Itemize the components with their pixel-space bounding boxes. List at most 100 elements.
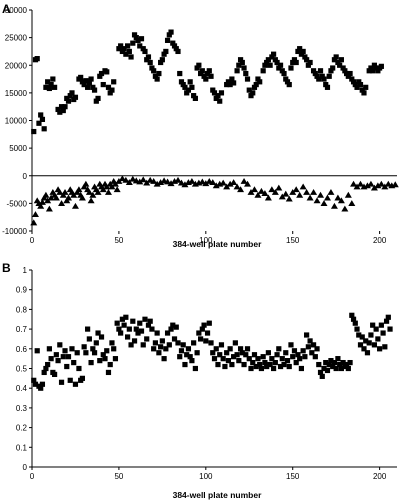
panel-b-square-point xyxy=(283,350,289,356)
panel-a-square-point xyxy=(359,87,365,93)
panel-a-triangle-point xyxy=(282,190,290,197)
panel-a-triangle-point xyxy=(111,180,119,187)
panel-a-square-point xyxy=(140,46,146,52)
panel-a-square-point xyxy=(323,81,329,88)
panel-a-triangle-point xyxy=(129,175,137,182)
panel-b-square-point xyxy=(145,322,152,328)
panel-a-square-point xyxy=(177,70,183,77)
panel-b-square-point xyxy=(276,346,282,352)
panel-a-square-point xyxy=(182,84,188,90)
panel-b-square-point xyxy=(104,348,110,354)
panel-a-triangle-point xyxy=(37,202,45,209)
panel-b-square-point xyxy=(196,330,202,336)
panel-a-triangle-point xyxy=(188,177,196,184)
panel-a-triangle-point xyxy=(122,176,130,183)
panel-a-square-point xyxy=(298,51,305,57)
panel-b-y-tick-label: 0.6 xyxy=(16,345,28,354)
panel-a-square-point xyxy=(206,68,212,74)
chart-panel-b: B 0 0.1 0.2 0.3 0.4 0.5 0.6 0.7 0.8 0.9 1 0 50 100 150… xyxy=(2,261,397,500)
panel-b-square-point xyxy=(382,344,388,350)
panel-a-triangle-point xyxy=(323,194,331,201)
panel-a-square-point xyxy=(145,54,152,60)
panel-b-square-point xyxy=(333,365,339,372)
panel-a-square-point xyxy=(363,84,369,90)
panel-b-square-point xyxy=(270,365,277,372)
panel-a-square-point xyxy=(253,81,259,88)
panel-a-square-point xyxy=(326,73,332,79)
panel-a-square-point xyxy=(352,81,358,88)
panel-a-square-point xyxy=(218,90,225,96)
panel-a-square-point xyxy=(158,59,164,66)
panel-b-square-point xyxy=(368,332,374,338)
panel-label-b: B xyxy=(2,261,11,275)
panel-a-triangle-point xyxy=(303,189,311,195)
panel-a-square-point xyxy=(121,46,127,52)
panel-a-y-tick-label: 25000 xyxy=(5,34,28,43)
panel-b-square-point xyxy=(164,330,171,336)
panel-a-triangle-point xyxy=(52,194,60,201)
panel-b-square-point xyxy=(102,356,108,362)
panel-b-square-point xyxy=(170,322,176,328)
panel-a-triangle-point xyxy=(153,180,161,187)
panel-b-square-point xyxy=(316,361,322,368)
panel-b-square-point xyxy=(258,365,265,372)
panel-a-square-point xyxy=(126,48,132,55)
panel-b-square-point xyxy=(123,314,129,320)
panel-b-square-point xyxy=(220,356,226,362)
panel-b-square-point xyxy=(297,356,303,362)
panel-a-square-point xyxy=(217,98,223,104)
panel-a-square-point xyxy=(300,48,306,55)
panel-b-square-point xyxy=(93,340,99,346)
panel-a-square-point xyxy=(203,76,209,82)
panel-b-square-point xyxy=(187,354,193,360)
panel-a-triangle-point xyxy=(223,183,231,190)
panel-b-square-point xyxy=(255,356,261,362)
panel-a-y-tick-label: -10000 xyxy=(2,227,27,236)
panel-a-square-point xyxy=(60,107,66,114)
panel-a-triangle-point xyxy=(230,179,238,185)
panel-a-square-point xyxy=(178,79,185,85)
panel-b-square-point xyxy=(361,346,367,352)
panel-a-square-point xyxy=(180,81,186,88)
panel-a-square-point xyxy=(170,40,176,46)
panel-a-square-point xyxy=(312,70,318,77)
panel-a-square-point xyxy=(338,57,344,63)
panel-b-x-tick-label: 50 xyxy=(114,472,123,481)
panel-b-square-point xyxy=(347,359,353,366)
panel-a-x-tick-label: 100 xyxy=(199,236,213,245)
panel-b-square-point xyxy=(331,359,338,366)
panel-a-square-point xyxy=(85,84,91,90)
panel-b-square-point xyxy=(135,330,141,336)
panel-b-square-point xyxy=(349,312,355,318)
panel-b-square-point xyxy=(119,316,125,322)
panel-a-square-point xyxy=(208,73,214,79)
panel-a-square-point xyxy=(321,76,327,82)
panel-b-square-point xyxy=(229,361,235,368)
panel-b-square-point xyxy=(314,346,320,352)
panel-b-square-point xyxy=(39,381,46,387)
panel-b-square-point xyxy=(67,377,73,383)
panel-a-square-point xyxy=(34,56,40,62)
panel-a-square-point xyxy=(345,73,351,79)
panel-a-square-point xyxy=(340,65,346,71)
panel-b-x-tick-label: 100 xyxy=(199,472,213,481)
panel-b-square-point xyxy=(100,352,106,358)
panel-a-square-point xyxy=(119,48,125,55)
panel-b-square-point xyxy=(234,352,240,358)
panel-a-square-point xyxy=(224,81,230,88)
panel-a-square-point xyxy=(159,57,165,63)
panel-b-square-point xyxy=(236,358,242,364)
panel-a-triangle-point xyxy=(363,182,371,189)
panel-a-triangle-point xyxy=(271,189,279,195)
panel-a-square-point xyxy=(197,70,204,77)
panel-a-square-point xyxy=(133,35,139,41)
panel-a-square-point xyxy=(168,29,174,35)
panel-b-square-point xyxy=(269,356,275,362)
panel-b-square-point xyxy=(248,365,254,372)
panel-b-square-point xyxy=(319,373,325,379)
panel-a-square-point xyxy=(130,40,136,46)
panel-a-square-point xyxy=(378,63,384,69)
panel-a-square-point xyxy=(151,68,157,74)
panel-b-square-point xyxy=(158,344,164,350)
panel-a-square-point xyxy=(107,90,113,96)
